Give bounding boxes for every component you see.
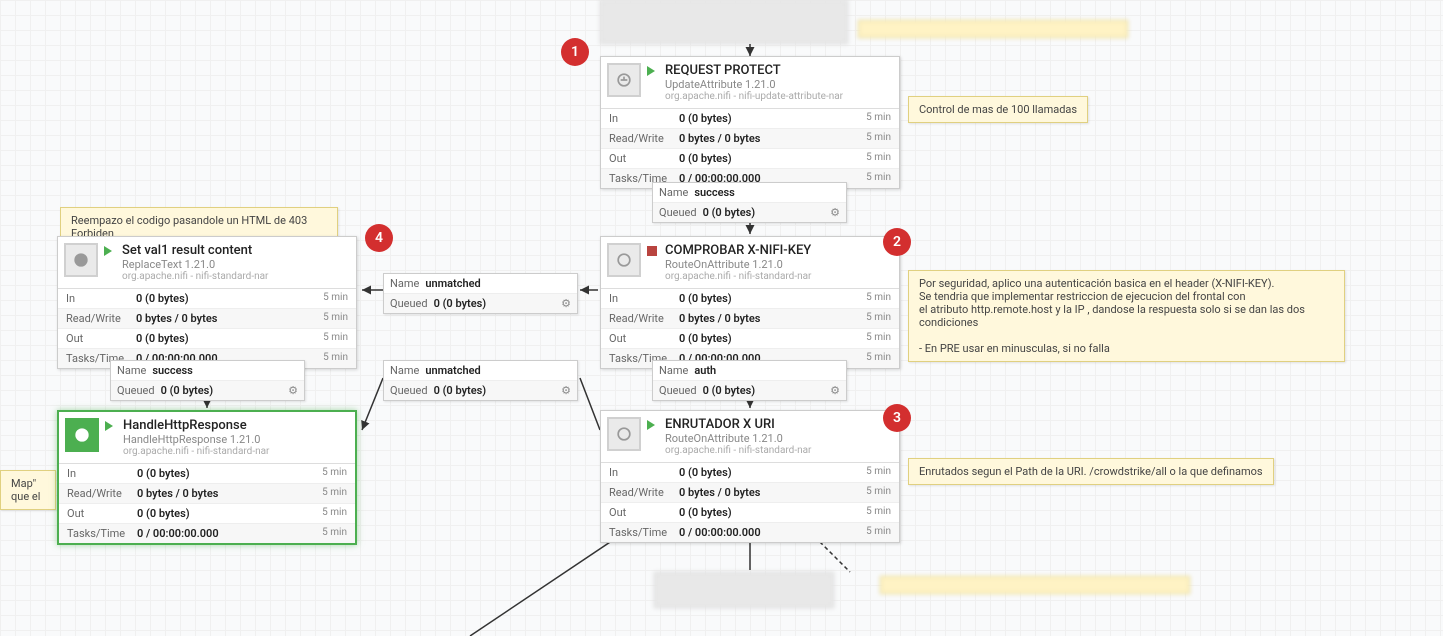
- badge-3: 3: [883, 404, 911, 432]
- processor-name: Set val1 result content: [122, 243, 350, 258]
- processor-icon: [607, 63, 641, 97]
- processor-icon: [607, 417, 641, 451]
- processor-type: RouteOnAttribute 1.21.0: [665, 432, 893, 445]
- queue-success-1[interactable]: Namesuccess Queued0 (0 bytes)⚙: [652, 182, 847, 223]
- badge-4: 4: [365, 224, 393, 252]
- processor-type: ReplaceText 1.21.0: [122, 258, 350, 271]
- note-100-calls[interactable]: Control de mas de 100 llamadas: [908, 96, 1088, 123]
- status-running-icon: [647, 417, 661, 456]
- processor-bundle: org.apache.nifi - nifi-update-attribute-…: [665, 91, 893, 102]
- processor-type: RouteOnAttribute 1.21.0: [665, 258, 893, 271]
- processor-bundle: org.apache.nifi - nifi-standard-nar: [665, 271, 893, 282]
- processor-handle-http-response[interactable]: HandleHttpResponse HandleHttpResponse 1.…: [57, 410, 357, 545]
- gear-icon[interactable]: ⚙: [288, 384, 298, 397]
- blurred-queue-bottom: [654, 572, 834, 608]
- processor-name: HandleHttpResponse: [123, 418, 349, 433]
- processor-icon: [607, 243, 641, 277]
- blurred-processor-top: [600, 0, 848, 44]
- processor-bundle: org.apache.nifi - nifi-standard-nar: [122, 271, 350, 282]
- status-running-icon: [104, 243, 118, 282]
- processor-request-protect[interactable]: REQUEST PROTECT UpdateAttribute 1.21.0 o…: [600, 56, 900, 189]
- processor-icon: [64, 243, 98, 277]
- gear-icon[interactable]: ⚙: [830, 206, 840, 219]
- processor-comprobar[interactable]: COMPROBAR X-NIFI-KEY RouteOnAttribute 1.…: [600, 236, 900, 369]
- processor-type: HandleHttpResponse 1.21.0: [123, 433, 349, 446]
- queue-auth[interactable]: Nameauth Queued0 (0 bytes)⚙: [652, 360, 847, 401]
- gear-icon[interactable]: ⚙: [561, 384, 571, 397]
- blurred-note-top: [858, 20, 1128, 38]
- processor-bundle: org.apache.nifi - nifi-standard-nar: [665, 445, 893, 456]
- gear-icon[interactable]: ⚙: [830, 384, 840, 397]
- processor-enrutador[interactable]: ENRUTADOR X URI RouteOnAttribute 1.21.0 …: [600, 410, 900, 543]
- status-stopped-icon: [647, 243, 661, 282]
- badge-1: 1: [561, 38, 589, 66]
- queue-unmatched-2[interactable]: Nameunmatched Queued0 (0 bytes)⚙: [383, 360, 578, 401]
- note-routing[interactable]: Enrutados segun el Path de la URI. /crow…: [908, 458, 1274, 485]
- processor-icon: [65, 418, 99, 452]
- gear-icon[interactable]: ⚙: [561, 297, 571, 310]
- processor-name: REQUEST PROTECT: [665, 63, 893, 78]
- processor-bundle: org.apache.nifi - nifi-standard-nar: [123, 446, 349, 457]
- processor-name: COMPROBAR X-NIFI-KEY: [665, 243, 893, 258]
- queue-success-2[interactable]: Namesuccess Queued0 (0 bytes)⚙: [110, 360, 305, 401]
- queue-unmatched-1[interactable]: Nameunmatched Queued0 (0 bytes)⚙: [383, 273, 578, 314]
- processor-name: ENRUTADOR X URI: [665, 417, 893, 432]
- badge-2: 2: [883, 228, 911, 256]
- processor-setval1[interactable]: Set val1 result content ReplaceText 1.21…: [57, 236, 357, 369]
- status-running-icon: [647, 63, 661, 102]
- status-running-icon: [105, 418, 119, 457]
- note-map-cut[interactable]: Map" que el: [0, 470, 56, 510]
- blurred-note-bottom: [880, 576, 1190, 594]
- note-security[interactable]: Por seguridad, aplico una autenticación …: [908, 270, 1345, 362]
- processor-type: UpdateAttribute 1.21.0: [665, 78, 893, 91]
